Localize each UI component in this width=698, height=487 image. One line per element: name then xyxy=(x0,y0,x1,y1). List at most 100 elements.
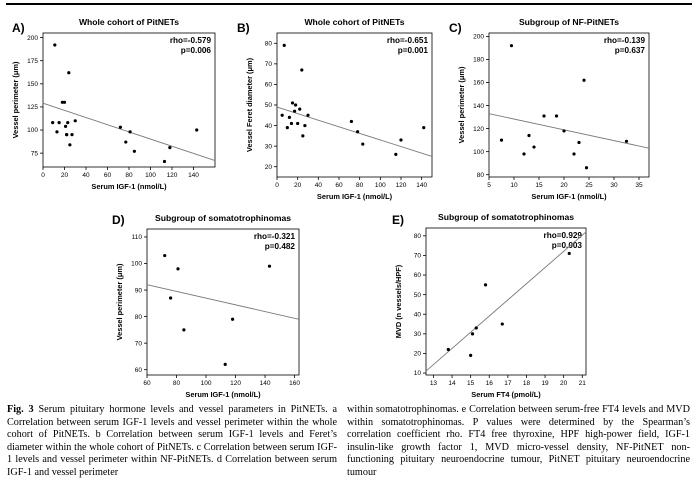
x-tick-label: 100 xyxy=(145,172,156,179)
data-point xyxy=(532,145,536,149)
rho-label: rho=-0.579 xyxy=(170,36,212,45)
data-point xyxy=(66,121,70,125)
x-tick-label: 60 xyxy=(104,172,112,179)
plot-frame xyxy=(146,228,300,376)
y-tick-label: 180 xyxy=(473,57,484,64)
top-rule xyxy=(6,3,692,5)
data-point xyxy=(176,267,180,271)
y-tick-label: 75 xyxy=(31,150,39,157)
data-point xyxy=(542,114,546,118)
data-point xyxy=(57,121,61,125)
chart-panel-4: D) Subgroup of somatotrophinomas 60 80 100 12… xyxy=(112,213,300,399)
x-tick-label: 140 xyxy=(260,380,271,387)
x-tick-label: 120 xyxy=(167,172,178,179)
data-point xyxy=(118,125,122,129)
data-point xyxy=(361,142,365,146)
y-tick-label: 70 xyxy=(414,253,422,260)
chart-title: Subgroup of NF-PitNETs xyxy=(519,17,619,27)
data-point xyxy=(399,138,403,142)
data-point xyxy=(128,130,132,134)
data-point xyxy=(287,115,291,119)
data-point xyxy=(62,100,67,104)
regression-line xyxy=(425,231,587,372)
x-tick-label: 80 xyxy=(356,182,364,189)
data-point xyxy=(169,296,173,300)
data-point xyxy=(230,317,235,321)
x-tick-label: 25 xyxy=(585,182,593,189)
data-point xyxy=(422,126,426,130)
plot-frame xyxy=(425,227,587,376)
y-tick-label: 60 xyxy=(414,272,422,279)
y-tick-label: 30 xyxy=(414,331,422,338)
data-point xyxy=(306,113,310,117)
y-tick-label: 80 xyxy=(477,172,485,179)
p-value-label: p=0.001 xyxy=(398,46,429,55)
data-point xyxy=(509,44,514,48)
data-point xyxy=(301,134,305,138)
x-tick-label: 140 xyxy=(188,172,199,179)
chart-panel-3: C) Subgroup of NF-PitNETs 5 10 15 20 25 30 35 80 1… xyxy=(449,17,650,201)
p-value-label: p=0.006 xyxy=(181,46,212,55)
y-tick-label: 50 xyxy=(265,102,273,109)
y-tick-label: 40 xyxy=(414,311,422,318)
caption-left: Fig. 3 Serum pituitary hormone levels an… xyxy=(7,404,337,480)
data-point xyxy=(280,113,284,117)
y-tick-label: 120 xyxy=(473,126,484,133)
y-tick-label: 70 xyxy=(265,61,273,68)
y-tick-label: 200 xyxy=(27,35,38,42)
data-point xyxy=(168,145,172,150)
panel-label: A) xyxy=(12,21,25,35)
y-axis-label: MVD (n vessels/HPF) xyxy=(394,264,403,338)
data-point xyxy=(469,353,473,357)
x-axis-label: Serum IGF-1 (nmol/L) xyxy=(531,192,607,201)
x-tick-label: 20 xyxy=(560,380,568,387)
y-axis-label: Vessel Feret diameter (μm) xyxy=(245,57,254,152)
data-point xyxy=(582,78,586,82)
data-point xyxy=(624,139,629,143)
data-point xyxy=(195,128,199,132)
data-point xyxy=(394,152,398,156)
x-tick-label: 21 xyxy=(579,380,587,387)
caption-right: within somatotrophinomas. e Correlation … xyxy=(347,404,690,480)
chart-panel-5: E) Subgroup of somatotrophinomas 13 14 15 16 1… xyxy=(392,212,587,399)
x-tick-label: 19 xyxy=(541,380,549,387)
data-point xyxy=(522,152,526,156)
x-tick-label: 60 xyxy=(143,380,151,387)
x-tick-label: 140 xyxy=(416,182,427,189)
rho-label: rho=0.929 xyxy=(544,231,583,240)
x-tick-label: 20 xyxy=(61,172,69,179)
x-tick-label: 100 xyxy=(201,380,212,387)
x-tick-label: 14 xyxy=(448,380,456,387)
x-tick-label: 13 xyxy=(430,380,438,387)
data-point xyxy=(470,332,475,336)
data-point xyxy=(182,328,186,332)
data-point xyxy=(285,126,289,130)
x-tick-label: 16 xyxy=(486,380,494,387)
data-point xyxy=(51,121,55,125)
x-tick-label: 17 xyxy=(504,380,512,387)
data-point xyxy=(584,166,589,170)
data-point xyxy=(294,103,298,107)
plot-frame xyxy=(488,32,650,178)
data-point xyxy=(300,68,304,72)
rho-label: rho=-0.139 xyxy=(604,36,646,45)
p-value-label: p=0.003 xyxy=(552,241,583,250)
data-point xyxy=(132,149,136,153)
data-point xyxy=(68,143,72,147)
x-axis-label: Serum IGF-1 (nmol/L) xyxy=(91,182,167,191)
panel-label: C) xyxy=(449,21,462,35)
x-axis-label: Serum IGF-1 (nmol/L) xyxy=(185,390,261,399)
x-tick-label: 5 xyxy=(487,182,491,189)
x-tick-label: 20 xyxy=(294,182,302,189)
data-point xyxy=(267,264,272,268)
data-point xyxy=(53,43,57,47)
caption-right-text: within somatotrophinomas. e Correlation … xyxy=(347,404,690,478)
x-tick-label: 120 xyxy=(396,182,407,189)
data-point xyxy=(162,159,167,164)
y-tick-label: 175 xyxy=(27,58,38,65)
data-point xyxy=(289,121,294,126)
x-tick-label: 40 xyxy=(315,182,323,189)
chart-panel-1: A) Whole cohort of PitNETs 0 20 40 60 80 100 120… xyxy=(11,17,216,191)
data-point xyxy=(446,347,450,352)
